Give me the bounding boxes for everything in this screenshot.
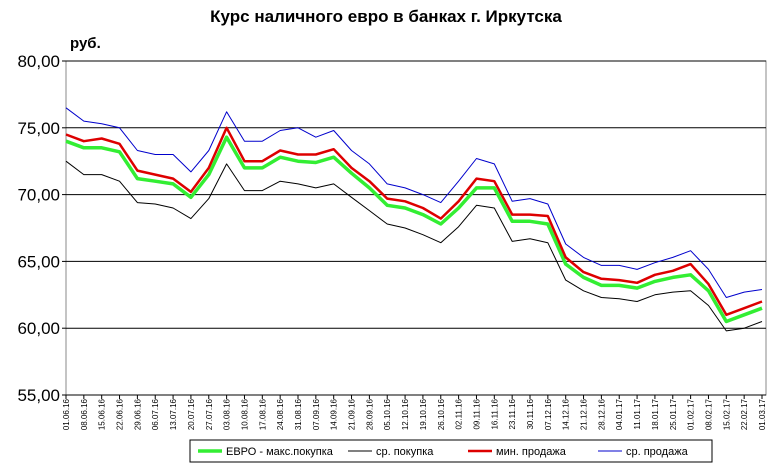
series-line	[65, 160, 763, 332]
y-tick-label: 75,00	[17, 119, 60, 138]
x-tick-label: 21.12.16	[580, 398, 589, 430]
y-axis-label: руб.	[70, 35, 101, 52]
x-tick-label: 17.08.16	[258, 398, 267, 430]
x-tick-label: 30.11.16	[526, 398, 535, 429]
x-tick-label: 20.07.16	[187, 398, 196, 430]
x-tick-label: 11.01.17	[633, 398, 642, 429]
x-tick-label: 02.11.16	[455, 398, 464, 429]
x-tick-label: 21.09.16	[348, 398, 357, 430]
x-tick-label: 04.01.17	[615, 398, 624, 430]
x-tick-label: 13.07.16	[169, 398, 178, 430]
x-tick-label: 25.01.17	[669, 398, 678, 430]
x-tick-label: 12.10.16	[401, 398, 410, 430]
x-tick-label: 03.08.16	[223, 398, 232, 430]
x-tick-label: 26.10.16	[437, 398, 446, 430]
x-tick-label: 16.11.16	[490, 398, 499, 429]
y-tick-label: 80,00	[17, 52, 60, 71]
x-tick-label: 22.06.16	[116, 398, 125, 430]
x-tick-label: 23.11.16	[508, 398, 517, 429]
x-tick-label: 05.10.16	[383, 398, 392, 430]
x-tick-label: 14.09.16	[330, 398, 339, 430]
legend-label: ср. покупка	[376, 446, 434, 458]
x-tick-label: 07.09.16	[312, 398, 321, 430]
legend-label: ср. продажа	[626, 446, 689, 458]
x-tick-label: 01.02.17	[687, 398, 696, 430]
legend-box	[189, 439, 713, 463]
x-tick-label: 09.11.16	[472, 398, 481, 429]
x-tick-label: 14.12.16	[562, 398, 571, 430]
y-tick-label: 70,00	[17, 186, 60, 205]
x-tick-label: 29.06.16	[133, 398, 142, 430]
x-tick-label: 15.06.16	[98, 398, 107, 430]
chart-title: Курс наличного евро в банках г. Иркутска	[210, 7, 562, 26]
x-tick-label: 07.12.16	[544, 398, 553, 430]
series-line	[65, 126, 763, 317]
x-tick-label: 08.02.17	[704, 398, 713, 430]
x-tick-label: 08.06.16	[80, 398, 89, 430]
series-line	[65, 107, 763, 298]
x-tick-label: 19.10.16	[419, 398, 428, 430]
legend-label: мин. продажа	[496, 446, 567, 458]
x-tick-label: 01.03.17	[758, 398, 767, 430]
x-tick-label: 31.08.16	[294, 398, 303, 430]
x-tick-label: 10.08.16	[240, 398, 249, 430]
series-line	[65, 135, 763, 324]
plot-area	[65, 60, 767, 396]
x-tick-label: 15.02.17	[722, 398, 731, 430]
x-tick-label: 28.12.16	[597, 398, 606, 430]
x-tick-label: 24.08.16	[276, 398, 285, 430]
x-tick-label: 28.09.16	[365, 398, 374, 430]
x-tick-label: 01.06.16	[62, 398, 71, 430]
y-tick-label: 65,00	[17, 252, 60, 271]
legend-label: ЕВРО - макс.покупка	[226, 446, 334, 458]
x-tick-label: 27.07.16	[205, 398, 214, 430]
y-tick-label: 60,00	[17, 319, 60, 338]
y-tick-label: 55,00	[17, 386, 60, 405]
x-tick-label: 18.01.17	[651, 398, 660, 430]
x-tick-label: 06.07.16	[151, 398, 160, 430]
x-tick-label: 22.02.17	[740, 398, 749, 430]
